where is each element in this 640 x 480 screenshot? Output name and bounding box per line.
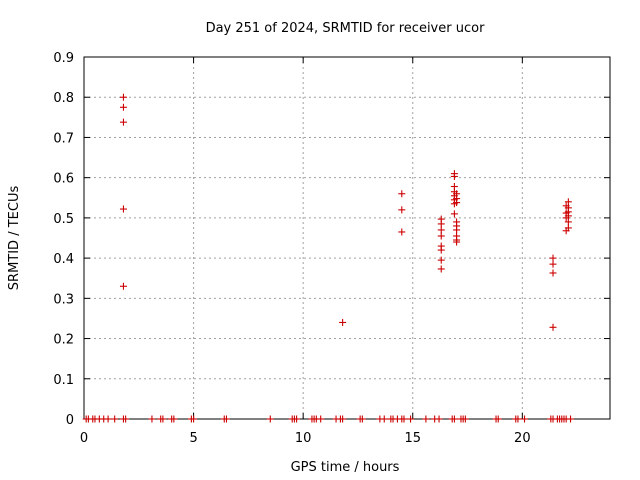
x-axis-label: GPS time / hours xyxy=(291,460,400,475)
data-points xyxy=(82,93,575,423)
axis-ticks: 0 5 10 15 20 0 0.1 0.2 0.3 0.4 0.5 0.6 0.7 0.8 0.9 xyxy=(53,51,610,446)
y-axis-label: SRMTID / TECUs xyxy=(7,186,22,291)
data-point xyxy=(450,210,458,218)
data-point xyxy=(119,103,127,111)
data-point xyxy=(398,190,406,198)
y-tick-label: 0 xyxy=(66,413,74,428)
data-point xyxy=(422,415,430,423)
data-point xyxy=(317,415,325,423)
data-point xyxy=(437,265,445,273)
data-point xyxy=(111,415,119,423)
data-point xyxy=(407,415,415,423)
data-point xyxy=(122,415,130,423)
data-point xyxy=(339,318,347,326)
y-tick-label: 0.4 xyxy=(53,252,74,267)
data-point xyxy=(104,415,112,423)
data-point xyxy=(148,415,156,423)
data-point xyxy=(437,232,445,240)
data-point xyxy=(549,260,557,268)
data-point xyxy=(222,415,230,423)
data-point xyxy=(514,415,522,423)
data-point xyxy=(170,415,178,423)
data-point xyxy=(549,323,557,331)
y-tick-label: 0.6 xyxy=(53,172,74,187)
data-point xyxy=(564,218,572,226)
data-point xyxy=(400,415,408,423)
y-tick-label: 0.7 xyxy=(53,131,74,146)
chart-title: Day 251 of 2024, SRMTID for receiver uco… xyxy=(206,21,486,36)
data-point xyxy=(564,212,572,220)
data-point xyxy=(339,415,347,423)
x-tick-label: 10 xyxy=(295,431,312,446)
data-point xyxy=(453,226,461,234)
data-point xyxy=(437,256,445,264)
x-tick-label: 15 xyxy=(404,431,421,446)
x-tick-label: 0 xyxy=(80,431,88,446)
y-tick-label: 0.9 xyxy=(53,51,74,66)
data-point xyxy=(266,415,274,423)
data-point xyxy=(521,415,529,423)
data-point xyxy=(450,415,458,423)
data-point xyxy=(159,415,167,423)
y-tick-label: 0.2 xyxy=(53,333,74,348)
data-point xyxy=(398,228,406,236)
data-point xyxy=(380,415,388,423)
data-point xyxy=(494,415,502,423)
plot-frame xyxy=(83,56,611,420)
data-point xyxy=(119,282,127,290)
data-point xyxy=(453,199,461,207)
data-point xyxy=(567,415,575,423)
data-point xyxy=(564,224,572,232)
data-point xyxy=(564,198,572,206)
data-point xyxy=(437,246,445,254)
x-tick-label: 5 xyxy=(189,431,197,446)
data-point xyxy=(461,415,469,423)
data-point xyxy=(437,226,445,234)
data-point xyxy=(398,206,406,214)
data-point xyxy=(435,415,443,423)
data-point xyxy=(190,415,198,423)
y-tick-label: 0.3 xyxy=(53,292,74,307)
data-point xyxy=(119,93,127,101)
data-point xyxy=(549,254,557,262)
data-point xyxy=(453,238,461,246)
data-point xyxy=(549,269,557,277)
data-point xyxy=(437,220,445,228)
data-point xyxy=(119,118,127,126)
grid-lines xyxy=(84,57,610,419)
data-point xyxy=(358,415,366,423)
data-point xyxy=(450,172,458,180)
data-point xyxy=(293,415,301,423)
y-tick-label: 0.8 xyxy=(53,91,74,106)
y-tick-label: 0.5 xyxy=(53,212,74,227)
y-tick-label: 0.1 xyxy=(53,373,74,388)
data-point xyxy=(119,205,127,213)
x-tick-label: 20 xyxy=(514,431,531,446)
